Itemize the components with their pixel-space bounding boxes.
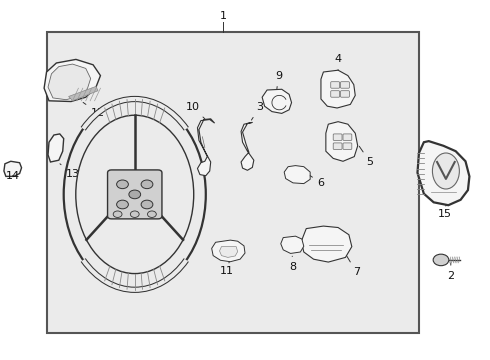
Text: 11: 11 bbox=[220, 262, 233, 276]
Circle shape bbox=[129, 190, 141, 199]
Ellipse shape bbox=[433, 153, 460, 189]
FancyBboxPatch shape bbox=[331, 82, 340, 88]
Circle shape bbox=[117, 180, 128, 189]
Circle shape bbox=[141, 200, 153, 209]
Text: 5: 5 bbox=[359, 146, 373, 167]
Polygon shape bbox=[44, 59, 100, 102]
Text: 14: 14 bbox=[6, 171, 20, 181]
Text: 12: 12 bbox=[83, 102, 105, 118]
Circle shape bbox=[433, 254, 449, 266]
Bar bbox=[47, 32, 419, 333]
Polygon shape bbox=[48, 134, 64, 162]
FancyBboxPatch shape bbox=[343, 143, 352, 149]
Polygon shape bbox=[197, 119, 215, 176]
Circle shape bbox=[113, 211, 122, 217]
Text: 15: 15 bbox=[438, 205, 452, 219]
Polygon shape bbox=[241, 122, 254, 170]
Text: 9: 9 bbox=[275, 71, 282, 89]
Polygon shape bbox=[326, 122, 358, 161]
FancyBboxPatch shape bbox=[333, 143, 342, 149]
Text: 7: 7 bbox=[347, 256, 360, 277]
FancyBboxPatch shape bbox=[341, 91, 349, 97]
Circle shape bbox=[117, 200, 128, 209]
Ellipse shape bbox=[58, 94, 212, 294]
Polygon shape bbox=[281, 236, 304, 253]
FancyBboxPatch shape bbox=[341, 82, 349, 88]
Text: 3: 3 bbox=[251, 102, 263, 120]
Polygon shape bbox=[262, 89, 292, 113]
Text: 4: 4 bbox=[335, 54, 342, 70]
FancyBboxPatch shape bbox=[108, 170, 162, 219]
Polygon shape bbox=[417, 141, 469, 205]
Polygon shape bbox=[220, 247, 238, 257]
Text: 10: 10 bbox=[186, 102, 205, 119]
Circle shape bbox=[141, 180, 153, 189]
Text: 6: 6 bbox=[310, 176, 324, 188]
Ellipse shape bbox=[76, 115, 194, 274]
Text: 1: 1 bbox=[220, 11, 226, 21]
Text: 13: 13 bbox=[60, 164, 79, 179]
Polygon shape bbox=[212, 240, 245, 262]
Text: 2: 2 bbox=[447, 263, 454, 281]
Polygon shape bbox=[284, 166, 310, 184]
FancyBboxPatch shape bbox=[333, 134, 342, 140]
Polygon shape bbox=[48, 64, 91, 100]
Circle shape bbox=[130, 211, 139, 217]
Polygon shape bbox=[301, 226, 352, 262]
Polygon shape bbox=[321, 70, 355, 108]
Polygon shape bbox=[4, 161, 22, 176]
FancyBboxPatch shape bbox=[343, 134, 352, 140]
FancyBboxPatch shape bbox=[331, 91, 340, 97]
Text: 8: 8 bbox=[290, 256, 296, 272]
Circle shape bbox=[147, 211, 156, 217]
Polygon shape bbox=[69, 86, 98, 101]
